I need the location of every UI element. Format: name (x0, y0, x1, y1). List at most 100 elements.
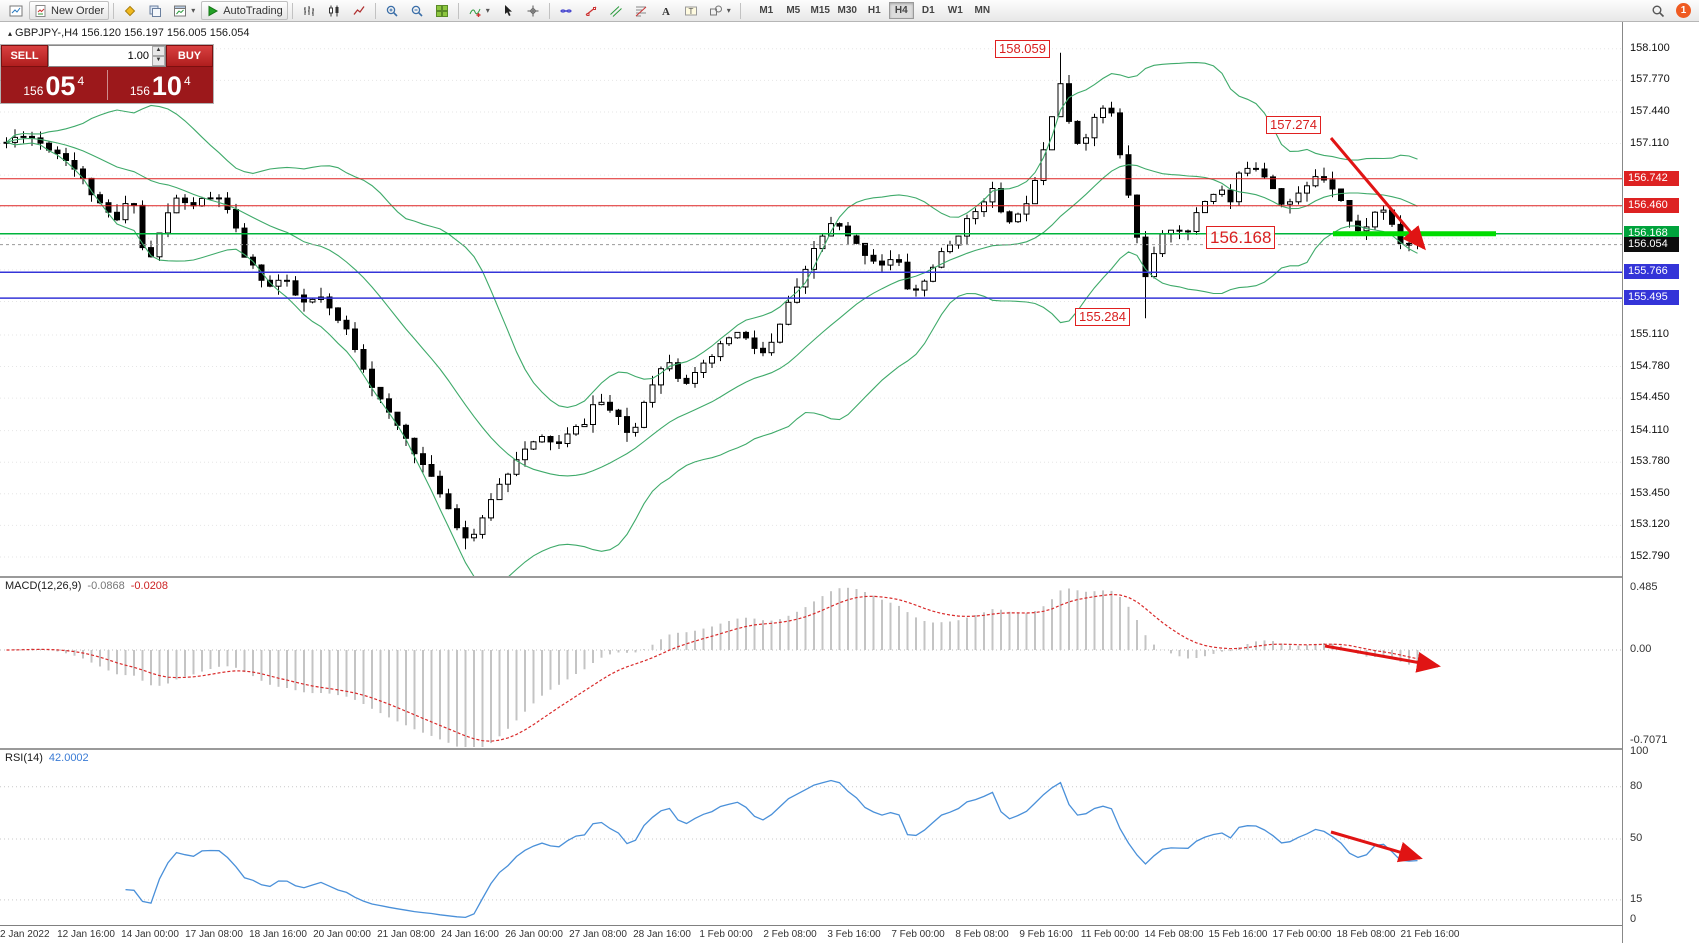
mql-button[interactable] (118, 1, 142, 20)
toolbar-separator (291, 2, 293, 19)
crosshair-button[interactable] (521, 1, 545, 20)
price-divider (106, 70, 108, 100)
buy-button[interactable]: BUY (166, 45, 213, 67)
rsi-scale-tick: 100 (1630, 745, 1649, 757)
timeframe-m1[interactable]: M1 (759, 5, 774, 16)
bollinger-bands (6, 62, 1418, 576)
line-chart-button[interactable] (347, 1, 371, 20)
trendline-icon (585, 5, 597, 16)
bar-chart-button[interactable] (297, 1, 321, 20)
trendline-button[interactable] (579, 1, 603, 20)
new-order-button[interactable]: New Order (29, 1, 110, 20)
volume-stepper: ▲ ▼ (152, 46, 165, 66)
chart-window-icon (174, 5, 187, 16)
time-label: 27 Jan 08:00 (569, 929, 627, 940)
volume-down-button[interactable]: ▼ (152, 56, 165, 66)
panel-separator[interactable] (0, 748, 1699, 750)
timeframe-m5[interactable]: M5 (786, 5, 801, 16)
price-callout-158.059: 158.059 (995, 40, 1050, 59)
price-tick: 157.110 (1630, 136, 1669, 149)
indicators-icon (469, 8, 481, 17)
fibonacci-button[interactable] (629, 1, 653, 20)
chevron-down-icon[interactable]: ▾ (191, 6, 196, 15)
macd-histogram (14, 587, 1419, 747)
time-label: 12 Jan 16:00 (57, 929, 115, 940)
time-label: 24 Jan 16:00 (441, 929, 499, 940)
cursor-button[interactable] (496, 1, 520, 20)
macd-value-main: -0.0868 (87, 580, 125, 592)
price-tick: 157.440 (1630, 104, 1670, 117)
autotrading-label: AutoTrading (223, 4, 283, 17)
price-tick: 158.100 (1630, 41, 1670, 54)
candlestick-chart-button[interactable] (322, 1, 346, 20)
price-tick: 157.770 (1630, 73, 1670, 86)
rsi-value: 42.0002 (48, 752, 89, 764)
horizontal-line-button[interactable] (554, 1, 578, 20)
zoom-in-button[interactable] (380, 1, 404, 20)
price-callout-157.274: 157.274 (1266, 116, 1321, 135)
autotrading-icon (208, 5, 219, 16)
shapes-icon (709, 5, 722, 15)
time-axis[interactable]: 12 Jan 2022 12 Jan 16:00 14 Jan 00:00 17 Ja… (0, 927, 1622, 943)
price-marker-156.460: 156.460 (1624, 197, 1679, 213)
timeframe-m30[interactable]: M30 (837, 5, 857, 16)
sell-button[interactable]: SELL (1, 45, 48, 67)
notification-badge[interactable]: 1 (1676, 3, 1691, 18)
data-window-icon (149, 5, 162, 17)
bar-chart-icon (303, 5, 314, 16)
panel-separator[interactable] (0, 576, 1699, 578)
volume-input[interactable] (49, 46, 152, 66)
chevron-down-icon[interactable]: ▾ (726, 6, 731, 15)
label-icon: T (684, 6, 697, 15)
time-label: 1 Feb 00:00 (699, 929, 753, 940)
tile-windows-button[interactable] (430, 1, 454, 20)
chevron-down-icon[interactable]: ▾ (485, 6, 490, 15)
timeframe-h1[interactable]: H1 (867, 5, 881, 16)
shapes-button[interactable]: ▾ (704, 1, 736, 20)
svg-text:T: T (688, 6, 693, 15)
timeframe-mn[interactable]: MN (974, 5, 991, 16)
macd-value-signal: -0.0208 (130, 580, 169, 592)
price-tick: 152.790 (1630, 549, 1670, 562)
volume-up-button[interactable]: ▲ (152, 46, 165, 56)
indicators-button[interactable]: ▾ (463, 1, 495, 20)
timeframe-m15[interactable]: M15 (810, 5, 830, 16)
macd-signal-line (6, 593, 1418, 742)
channel-button[interactable] (604, 1, 628, 20)
macd-label: MACD(12,26,9) -0.0868 -0.0208 (5, 580, 168, 592)
cursor-icon (504, 4, 512, 16)
fibonacci-icon (635, 6, 647, 16)
price-callout-156.168: 156.168 (1206, 226, 1276, 250)
timeframe-d1[interactable]: D1 (921, 5, 935, 16)
trend-arrow (1329, 137, 1426, 251)
timeframe-h4[interactable]: H4 (888, 2, 914, 19)
volume-field: ▲ ▼ (48, 45, 166, 67)
macd-name: MACD(12,26,9) (5, 580, 82, 592)
timeframe-w1[interactable]: W1 (947, 5, 963, 16)
text-tool-button[interactable]: A (654, 1, 678, 20)
collapse-icon[interactable]: ▴ (8, 29, 13, 38)
time-label: 3 Feb 16:00 (827, 929, 881, 940)
time-label: 21 Feb 16:00 (1400, 929, 1460, 940)
toolbar-separator (374, 2, 376, 19)
mql-diamond-icon (124, 5, 136, 16)
zoom-out-button[interactable] (405, 1, 429, 20)
rsi-scale-tick: 80 (1630, 779, 1643, 792)
data-window-button[interactable] (143, 1, 167, 20)
toolbar-separator (548, 2, 550, 19)
toolbar-separator (739, 2, 741, 19)
time-label: 8 Feb 08:00 (955, 929, 1009, 940)
label-tool-button[interactable]: T (679, 1, 703, 20)
search-button[interactable] (1646, 1, 1670, 20)
toolbar-separator (113, 2, 115, 19)
new-chart-button[interactable]: ▾ (168, 1, 200, 20)
timeframe-toolbar: M1 M5 M15 M30 H1 H4 D1 W1 MN (753, 2, 996, 19)
price-marker-155.495: 155.495 (1624, 290, 1679, 306)
app-icon-button[interactable] (4, 1, 28, 20)
price-scale[interactable]: 156.742 156.460 156.168 155.766 155.495 156.0… (1622, 22, 1699, 943)
price-tick: 153.120 (1630, 518, 1670, 531)
time-label: 14 Feb 08:00 (1144, 929, 1204, 940)
autotrading-button[interactable]: AutoTrading (201, 1, 288, 20)
rsi-scale-tick: 50 (1630, 832, 1643, 844)
